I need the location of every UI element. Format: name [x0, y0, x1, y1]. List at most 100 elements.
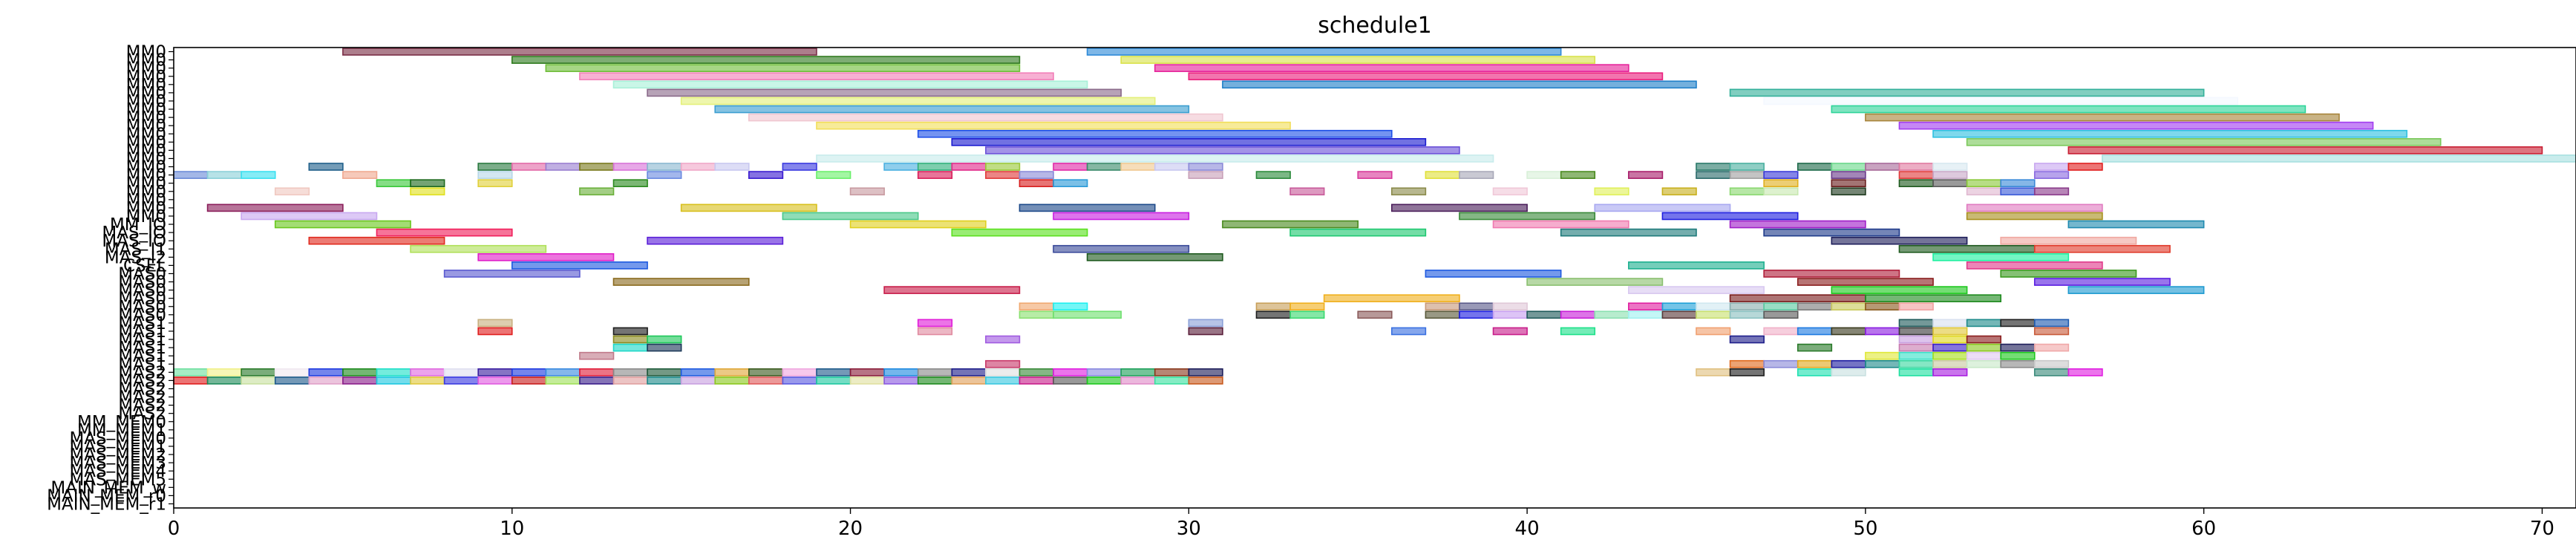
task-bar [1696, 310, 1731, 319]
task-bar [1966, 179, 2001, 188]
task-bar [241, 368, 276, 377]
task-bar [748, 171, 784, 179]
task-bar [173, 171, 209, 179]
task-bar [1188, 319, 1223, 327]
task-bar [1053, 244, 1190, 253]
y-tick-label: MAS0 [118, 281, 166, 301]
task-bar [2033, 187, 2070, 196]
y-tick-label: MAS_MEM5 [69, 470, 166, 489]
task-bar [1526, 310, 1562, 319]
y-tick-label: MAS2 [118, 397, 166, 416]
task-bar [782, 377, 817, 385]
task-bar [1763, 310, 1799, 319]
y-tick-label: MAS2 [118, 379, 166, 399]
y-tick-label: MAS2 [118, 371, 166, 391]
task-bar [376, 228, 513, 237]
task-bar [342, 48, 817, 56]
task-bar [1932, 327, 1968, 336]
task-bar [342, 377, 378, 385]
task-bar [2033, 171, 2070, 179]
task-bar [951, 228, 1088, 237]
task-bar [917, 319, 953, 327]
task-bar [1729, 88, 2205, 97]
task-bar [1763, 228, 1900, 237]
task-bar [680, 377, 716, 385]
task-bar [1188, 72, 1664, 81]
task-bar [2033, 327, 2070, 336]
task-bar [1763, 327, 1799, 336]
task-bar [985, 335, 1021, 344]
task-bar [477, 252, 615, 261]
task-bar [206, 377, 242, 385]
task-bar [443, 270, 581, 278]
task-bar [1763, 270, 1900, 278]
task-bar [410, 368, 445, 377]
task-bar [511, 377, 547, 385]
task-bar [1696, 171, 1731, 179]
y-tick-label: MAS_I2 [105, 248, 166, 267]
task-bar [1898, 319, 1934, 327]
task-bar [1865, 113, 2340, 122]
task-bar [1932, 319, 1968, 327]
task-bar [647, 343, 682, 352]
task-bar [714, 163, 750, 171]
task-bar [545, 163, 581, 171]
y-tick-label: MAS_MEM0 [69, 429, 166, 449]
task-bar [1932, 351, 1968, 360]
task-bars [173, 48, 2576, 385]
task-bar [985, 146, 1460, 154]
y-tick-label: MM_IO [110, 215, 166, 235]
x-tick-label: 30 [1177, 518, 1201, 540]
task-bar [2000, 319, 2036, 327]
task-bar [511, 368, 547, 377]
task-bar [1053, 212, 1190, 221]
task-bar [1898, 351, 1934, 360]
task-bar [917, 171, 953, 179]
task-bar [1222, 220, 1359, 229]
y-tick-label: MM0 [126, 149, 166, 169]
task-bar [1390, 187, 1427, 196]
task-bar [1966, 335, 2001, 344]
task-bar [1966, 351, 2001, 360]
y-tick-label: MAS_MEM4 [69, 462, 166, 481]
task-bar [2000, 270, 2137, 278]
task-bar [917, 377, 953, 385]
task-bar [951, 377, 987, 385]
task-bar [1932, 368, 1968, 377]
y-tick-label: MAS_MEM2 [69, 446, 166, 465]
task-bar [816, 121, 1291, 130]
task-bar [1729, 294, 1866, 303]
task-bar [1831, 163, 1866, 171]
task-bar [1120, 368, 1156, 377]
task-bar [1797, 327, 1833, 336]
task-bar [477, 163, 513, 171]
task-bar [477, 179, 513, 188]
task-bar [1831, 286, 1968, 294]
task-bar [1188, 171, 1223, 179]
task-bar [1865, 163, 1900, 171]
x-axis: 0 10 20 30 40 50 60 70 [168, 508, 2554, 540]
task-bar [376, 368, 411, 377]
task-bar [748, 377, 784, 385]
y-tick-label: MM0 [126, 175, 166, 194]
task-bar [1492, 310, 1528, 319]
y-tick-label: MAS1 [118, 355, 166, 374]
task-bar [816, 368, 851, 377]
task-bar [1865, 359, 1900, 368]
task-bar [647, 368, 682, 377]
task-bar [1932, 129, 2407, 138]
task-bar [2067, 163, 2103, 171]
y-tick-label: MM0 [126, 158, 166, 177]
task-bar [1797, 368, 1833, 377]
task-bar [1831, 236, 1968, 245]
task-bar [1831, 368, 1866, 377]
y-tick-label: MM0 [126, 92, 166, 111]
task-bar [1053, 368, 1088, 377]
task-bar [612, 327, 648, 336]
task-bar [1053, 179, 1088, 188]
task-bar [1797, 343, 1833, 352]
task-bar [579, 377, 615, 385]
task-bar [714, 377, 750, 385]
y-tick-label: MM0 [126, 117, 166, 136]
task-bar [1932, 179, 1968, 188]
